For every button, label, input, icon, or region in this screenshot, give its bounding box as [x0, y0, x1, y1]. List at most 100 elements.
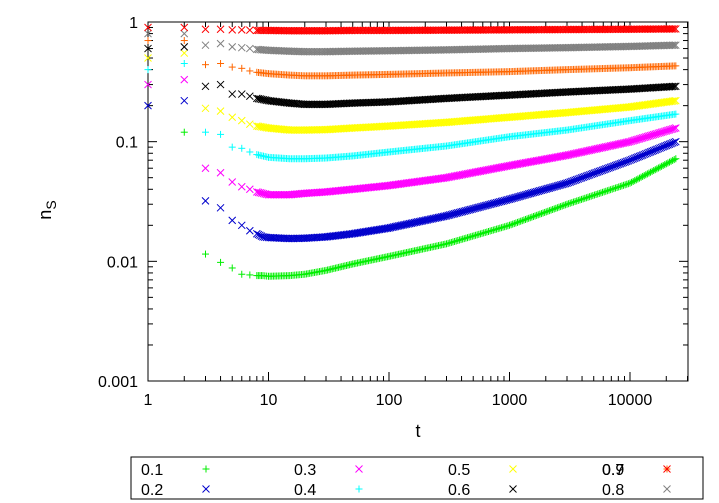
- data-point: [521, 215, 529, 223]
- data-point: [639, 172, 647, 180]
- data-point: [613, 183, 621, 191]
- data-point: [557, 203, 565, 211]
- data-point: [144, 80, 152, 89]
- data-point: [517, 217, 525, 225]
- data-point: [263, 153, 271, 161]
- data-point: [571, 149, 579, 158]
- data-point: [668, 125, 677, 133]
- data-point: [280, 125, 289, 134]
- data-point: [295, 47, 304, 56]
- y-tick-label: 0.001: [98, 374, 138, 391]
- data-point: [523, 215, 531, 223]
- data-point: [216, 107, 225, 115]
- data-point: [428, 215, 436, 223]
- data-point: [624, 180, 632, 188]
- data-point: [144, 66, 152, 74]
- series-0.8: [144, 29, 680, 56]
- legend-item-0.8: 0.8: [602, 482, 671, 499]
- data-point: [216, 203, 225, 212]
- data-point: [344, 185, 352, 194]
- data-point: [347, 260, 355, 268]
- data-point: [237, 90, 246, 98]
- data-point: [380, 182, 389, 190]
- data-point: [399, 221, 408, 229]
- data-point: [431, 214, 440, 223]
- data-point: [588, 145, 597, 154]
- data-point: [559, 180, 568, 188]
- data-point: [474, 167, 483, 176]
- data-point: [439, 212, 448, 221]
- data-point: [632, 176, 640, 184]
- legend-item-0.9: 0.9: [602, 462, 671, 479]
- legend-marker: [509, 485, 517, 493]
- data-point: [462, 170, 470, 178]
- data-point: [228, 25, 237, 34]
- data-point: [670, 110, 678, 118]
- legend-label: 0.9: [602, 462, 624, 479]
- data-point: [616, 182, 624, 190]
- data-point: [610, 185, 618, 193]
- data-point: [259, 46, 268, 54]
- data-point: [540, 155, 549, 164]
- legend-marker: [509, 465, 517, 473]
- legend-frame: [130, 456, 704, 500]
- data-point: [444, 173, 452, 182]
- data-point: [426, 215, 435, 224]
- data-point: [668, 82, 677, 91]
- data-point: [592, 145, 600, 153]
- data-point: [386, 223, 395, 232]
- data-point: [561, 151, 570, 160]
- data-point: [565, 200, 573, 208]
- data-point: [500, 26, 509, 34]
- plot-area: 1 10 100 1000 10000 0.001 0.01 0.1 1: [98, 15, 689, 409]
- data-point: [545, 154, 554, 163]
- data-point: [670, 156, 678, 164]
- data-point: [619, 139, 628, 147]
- data-point: [622, 138, 631, 147]
- data-point: [476, 167, 485, 176]
- data-point: [507, 161, 515, 170]
- data-point: [552, 204, 560, 212]
- data-point: [458, 170, 467, 179]
- data-point: [453, 171, 462, 180]
- series-layer: [144, 23, 680, 280]
- data-point: [608, 185, 616, 193]
- data-point: [144, 23, 152, 32]
- data-point: [621, 138, 630, 147]
- plot-frame: [147, 21, 689, 382]
- data-point: [577, 148, 586, 156]
- data-point: [533, 211, 541, 219]
- data-point: [550, 205, 558, 213]
- data-point: [651, 166, 659, 174]
- data-point: [574, 196, 582, 204]
- data-point: [494, 163, 503, 172]
- data-point: [344, 47, 352, 56]
- data-point: [614, 140, 623, 148]
- data-point: [468, 168, 477, 177]
- data-point: [668, 139, 677, 147]
- data-point: [246, 148, 254, 156]
- series-0.7: [144, 37, 680, 80]
- data-point: [534, 211, 542, 219]
- y-tick-label: 0.01: [107, 254, 138, 271]
- data-point: [245, 120, 254, 129]
- data-point: [567, 150, 576, 159]
- data-point: [429, 214, 438, 223]
- data-point: [542, 155, 551, 163]
- data-point: [616, 139, 625, 148]
- data-point: [553, 153, 562, 161]
- data-point: [543, 154, 552, 163]
- data-point: [526, 158, 535, 166]
- data-point: [404, 220, 413, 228]
- data-point: [478, 167, 486, 175]
- data-point: [201, 104, 210, 113]
- data-point: [665, 158, 673, 166]
- legend-item-0.4: 0.4: [294, 482, 363, 499]
- data-point: [492, 164, 501, 172]
- data-point: [631, 177, 639, 185]
- data-point: [526, 214, 534, 222]
- data-point: [280, 26, 289, 35]
- data-point: [555, 203, 563, 211]
- data-point: [407, 219, 416, 228]
